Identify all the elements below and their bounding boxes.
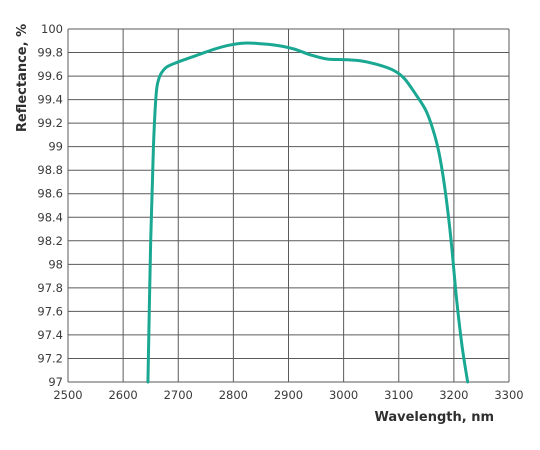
- y-tick-label: 99: [48, 140, 63, 154]
- y-tick-label: 98.8: [37, 163, 63, 177]
- y-axis-label: Reflectance, %: [15, 24, 30, 132]
- y-tick-label: 99.2: [37, 116, 63, 130]
- y-tick-label: 100: [41, 22, 63, 36]
- y-tick-label: 97.8: [37, 281, 63, 295]
- series-line: [146, 41, 470, 384]
- y-tick-label: 98: [48, 257, 63, 271]
- y-tick-label: 99.8: [37, 46, 63, 60]
- series-group: [146, 41, 470, 384]
- x-tick-label: 3300: [494, 388, 523, 402]
- y-tick-label: 99.4: [37, 93, 63, 107]
- y-tick-label: 98.2: [37, 234, 63, 248]
- x-tick-label: 3000: [329, 388, 358, 402]
- x-axis-label: Wavelength, nm: [374, 410, 494, 425]
- x-tick-label: 2800: [219, 388, 248, 402]
- y-axis-ticks: 97 97.2 97.4 97.6 97.8 98 98.2 98.4 98.6 98.8 99 99…: [37, 22, 63, 389]
- y-tick-label: 97.6: [37, 304, 63, 318]
- y-tick-label: 99.6: [37, 69, 63, 83]
- x-tick-label: 2500: [53, 388, 82, 402]
- x-tick-label: 2700: [164, 388, 193, 402]
- y-tick-label: 97.4: [37, 328, 63, 342]
- x-axis-ticks: 2500 2600 2700 2800 2900 3000 3100 3200 3300: [53, 388, 523, 402]
- x-tick-label: 3100: [384, 388, 413, 402]
- x-tick-label: 2600: [108, 388, 137, 402]
- y-tick-label: 98.6: [37, 187, 63, 201]
- x-tick-label: 3200: [439, 388, 468, 402]
- y-tick-label: 98.4: [37, 210, 63, 224]
- grid: [67, 28, 510, 383]
- y-tick-label: 97: [48, 375, 63, 389]
- x-tick-label: 2900: [274, 388, 303, 402]
- y-tick-label: 97.2: [37, 351, 63, 365]
